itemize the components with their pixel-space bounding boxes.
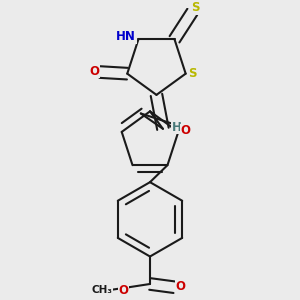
Text: O: O [89,65,99,78]
Text: HN: HN [116,30,136,43]
Text: HN: HN [116,30,136,43]
Text: H: H [172,121,182,134]
Text: O: O [118,284,128,297]
Text: CH₃: CH₃ [92,285,113,296]
Text: O: O [176,280,186,293]
Text: S: S [190,2,199,14]
Text: S: S [188,67,197,80]
Text: O: O [180,124,190,137]
